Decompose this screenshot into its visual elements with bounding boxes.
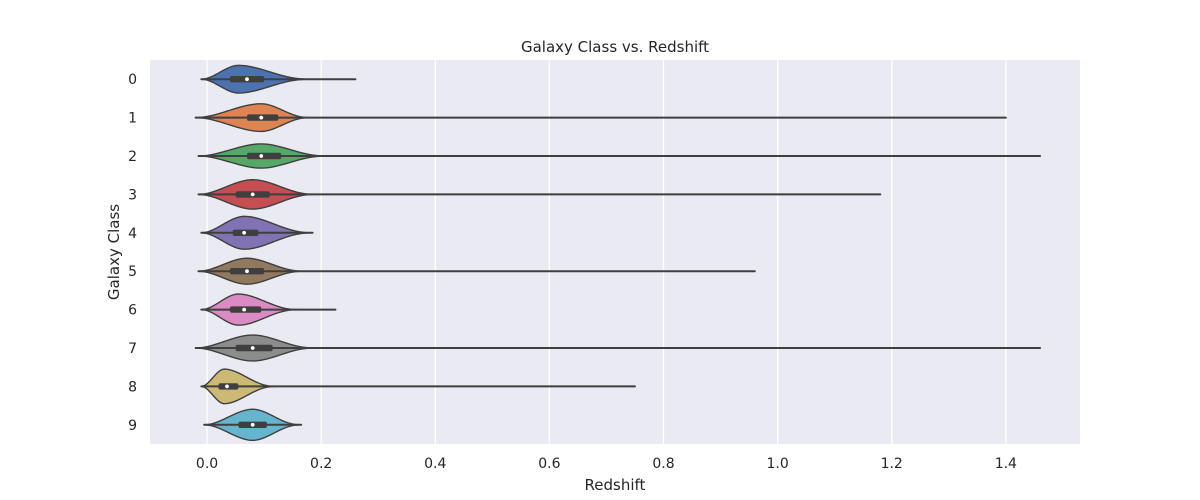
y-tick-label: 5	[128, 264, 137, 280]
x-tick-label: 1.0	[766, 456, 788, 472]
y-tick-label: 1	[128, 111, 137, 127]
x-tick-label: 0.4	[424, 456, 446, 472]
x-tick-label: 1.4	[995, 456, 1017, 472]
median-marker-class-3	[250, 192, 255, 197]
x-tick-labels: 0.0 0.2 0.4 0.6 0.8 1.0 1.2 1.4	[196, 456, 1017, 472]
median-marker-class-0	[245, 77, 249, 82]
median-marker-class-1	[259, 115, 264, 120]
x-tick-label: 0.0	[196, 456, 218, 472]
y-axis-label: Galaxy Class	[105, 204, 123, 300]
violins	[194, 64, 1042, 442]
y-tick-label: 0	[128, 72, 137, 88]
y-tick-label: 8	[128, 379, 137, 395]
y-tick-label: 9	[128, 418, 137, 434]
x-axis-label: Redshift	[585, 476, 646, 494]
y-tick-label: 2	[128, 149, 137, 165]
y-tick-label: 7	[128, 341, 137, 357]
y-tick-labels: 0 1 2 3 4 5 6 7 8 9	[128, 72, 137, 434]
chart-title: Galaxy Class vs. Redshift	[521, 38, 709, 56]
x-tick-label: 0.8	[652, 456, 674, 472]
median-marker-class-9	[250, 422, 255, 427]
x-tick-label: 0.6	[538, 456, 560, 472]
y-tick-label: 4	[128, 226, 137, 242]
median-marker-class-6	[242, 307, 247, 312]
plot-background	[150, 60, 1080, 444]
median-marker-class-8	[225, 384, 229, 389]
grid-lines	[206, 60, 1007, 444]
x-tick-label: 1.2	[881, 456, 903, 472]
x-tick-label: 0.2	[310, 456, 332, 472]
iqr-box-class-2	[246, 152, 282, 160]
median-marker-class-2	[259, 154, 264, 158]
median-marker-class-7	[250, 346, 255, 350]
y-tick-label: 6	[128, 303, 137, 319]
median-marker-class-5	[245, 269, 249, 274]
median-marker-class-4	[242, 230, 247, 235]
y-tick-label: 3	[128, 187, 137, 203]
